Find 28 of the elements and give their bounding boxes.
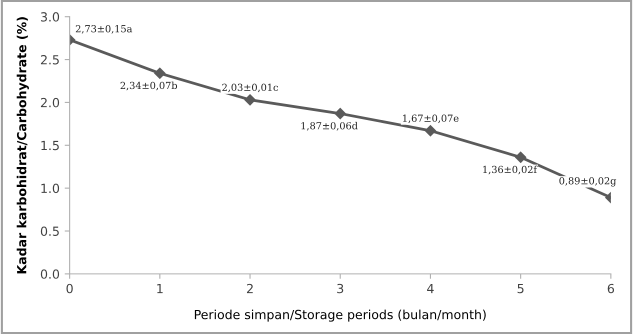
x-tick-label: 1 (157, 284, 163, 294)
data-label: 0,89±0,02g (559, 177, 616, 186)
point (424, 125, 436, 136)
data-label: 1,36±0,02f (483, 166, 538, 174)
data-label: 1,67±0,07e (403, 114, 459, 124)
x-tick-label: 0 (66, 284, 73, 294)
x-tick-label: 2 (246, 284, 253, 294)
point (334, 108, 346, 120)
y-tick-label: 0.0 (40, 269, 60, 279)
data-label: 2,03±0,01c (222, 84, 278, 92)
x-tick-label: 6 (608, 284, 614, 294)
y-axis-title: Kadar karbohidrat/Carbohydrate (%) (16, 17, 29, 274)
point (515, 152, 526, 163)
point (244, 94, 256, 106)
y-tick-label: 2.5 (40, 55, 59, 64)
x-tick-label: 5 (518, 284, 524, 294)
y-tick-label: 0.5 (40, 226, 59, 236)
y-tick-label: 1.0 (41, 184, 60, 194)
y-tick-label: 1.5 (41, 140, 59, 150)
data-label: 2,73±0,15a (76, 25, 132, 34)
x-tick-label: 4 (427, 284, 434, 294)
x-axis-title: Periode simpan/Storage periods (bulan/month) (194, 310, 486, 322)
x-tick-label: 3 (337, 284, 344, 294)
y-tick-label: 2.0 (40, 98, 60, 108)
data-label: 1,87±0,06d (301, 122, 358, 131)
y-tick-label: 3.0 (40, 12, 60, 22)
point (154, 68, 166, 79)
data-label: 2,34±0,07b (120, 82, 178, 90)
